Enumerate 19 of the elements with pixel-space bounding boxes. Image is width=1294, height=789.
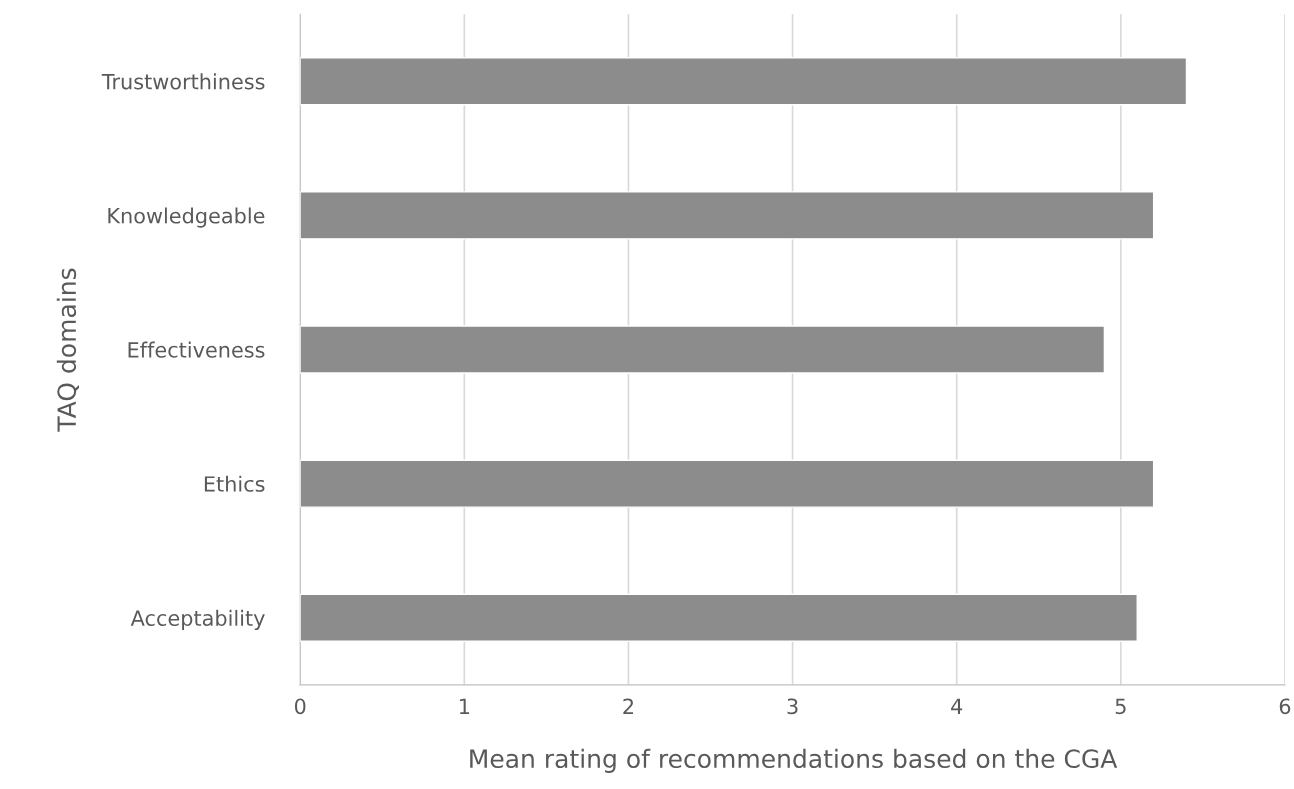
y-tick-label: Knowledgeable xyxy=(108,207,265,228)
x-tick-label: 1 xyxy=(459,698,470,714)
x-tick-label: 6 xyxy=(1279,698,1291,715)
x-tick-label: 4 xyxy=(951,698,963,714)
bar xyxy=(300,325,1106,374)
x-axis-title: Mean rating of recommendations based on the CGA xyxy=(470,748,1118,773)
bar xyxy=(300,57,1188,106)
bar xyxy=(300,191,1155,240)
y-tick-label: Trustworthiness xyxy=(101,73,265,90)
y-tick-label: Ethics xyxy=(204,475,265,492)
x-tick-label: 5 xyxy=(1115,698,1126,715)
x-tick-label: 0 xyxy=(294,698,306,715)
bar xyxy=(300,593,1138,642)
y-tick-label: Acceptability xyxy=(130,609,265,631)
y-tick-label: Effectiveness xyxy=(128,341,265,358)
x-tick-label: 3 xyxy=(787,698,798,715)
x-tick-label: 2 xyxy=(623,698,633,714)
y-axis-title: TAQ domains xyxy=(56,268,79,432)
bar xyxy=(300,459,1155,508)
